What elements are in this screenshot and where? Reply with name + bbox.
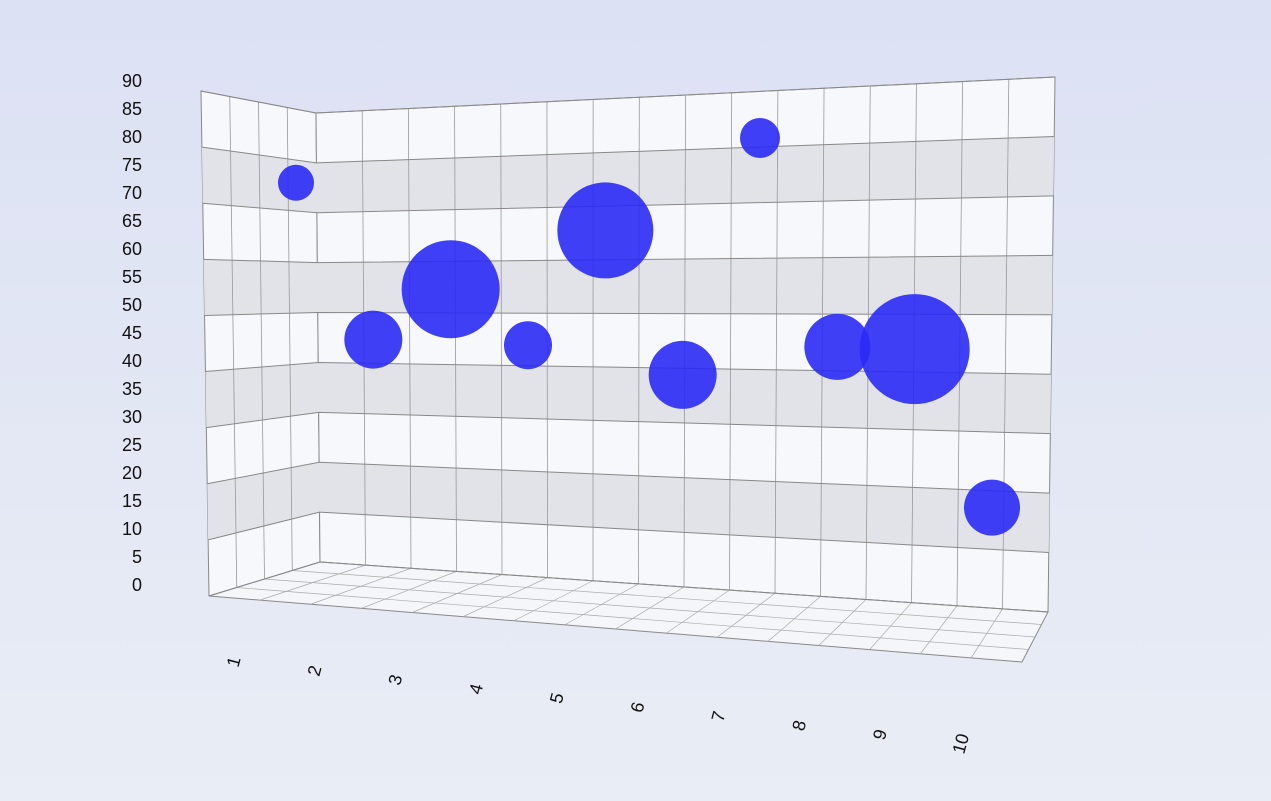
- y-tick-label: 25: [122, 435, 142, 455]
- grid-line: [203, 254, 1053, 264]
- bubble: [557, 182, 654, 279]
- x-tick-label: 4: [465, 682, 487, 697]
- floor-line: [236, 587, 1029, 650]
- floor-line: [292, 570, 1042, 625]
- y-tick-label: 5: [132, 547, 142, 567]
- x-tick-label: 1: [223, 654, 245, 669]
- y-tick-label: 55: [122, 267, 142, 287]
- bubble: [740, 118, 780, 158]
- y-tick-label: 85: [122, 99, 142, 119]
- x-tick-label: 2: [304, 663, 326, 678]
- floor-line: [264, 578, 1036, 638]
- y-tick-label: 10: [122, 519, 142, 539]
- y-tick-label: 40: [122, 351, 142, 371]
- wall-line: [638, 97, 640, 584]
- wall-line: [229, 96, 238, 588]
- bubble: [964, 479, 1020, 536]
- bubble: [504, 321, 552, 370]
- y-tick-label: 15: [122, 491, 142, 511]
- wall-band: [207, 462, 1050, 553]
- y-tick-label: 70: [122, 183, 142, 203]
- y-tick-label: 0: [132, 575, 142, 595]
- y-tick-label: 35: [122, 379, 142, 399]
- y-tick-label: 90: [122, 71, 142, 91]
- wall-line: [407, 108, 412, 569]
- grid-line: [208, 561, 1049, 613]
- x-tick-label: 6: [627, 700, 649, 715]
- grid-line: [204, 312, 1052, 316]
- grid-line: [205, 361, 1052, 375]
- x-tick-label: 3: [384, 672, 406, 687]
- wall-line: [729, 92, 733, 591]
- x-tick-label: 5: [546, 691, 568, 706]
- plot: 0510152025303540455055606570758085901234…: [122, 71, 1020, 756]
- bubble: [401, 240, 500, 339]
- y-tick-label: 75: [122, 155, 142, 175]
- y-tick-label: 65: [122, 211, 142, 231]
- bubble: [804, 313, 871, 380]
- y-tick-label: 80: [122, 127, 142, 147]
- bubble: [648, 340, 717, 409]
- y-tick-label: 20: [122, 463, 142, 483]
- bubble: [344, 310, 403, 369]
- grid-line: [207, 511, 1049, 554]
- y-tick-label: 60: [122, 239, 142, 259]
- grid-line: [200, 76, 1056, 114]
- grid-line: [201, 135, 1055, 164]
- y-tick-label: 50: [122, 295, 142, 315]
- wall-band: [201, 136, 1055, 213]
- y-tick-label: 30: [122, 407, 142, 427]
- wall-line: [500, 103, 503, 575]
- grid-line: [202, 195, 1054, 214]
- wall-line: [258, 101, 265, 580]
- y-tick-label: 45: [122, 323, 142, 343]
- x-tick-label: 8: [788, 718, 810, 733]
- x-tick-label: 9: [869, 727, 891, 742]
- grid-line: [207, 461, 1050, 494]
- x-tick-label: 7: [708, 709, 730, 724]
- bubble: [278, 164, 314, 201]
- x-tick-label: 10: [949, 731, 974, 756]
- wall-line: [774, 90, 779, 594]
- grid-line: [206, 411, 1051, 435]
- wall-line: [454, 106, 457, 572]
- bubble: [859, 294, 970, 405]
- wall-band: [205, 362, 1052, 434]
